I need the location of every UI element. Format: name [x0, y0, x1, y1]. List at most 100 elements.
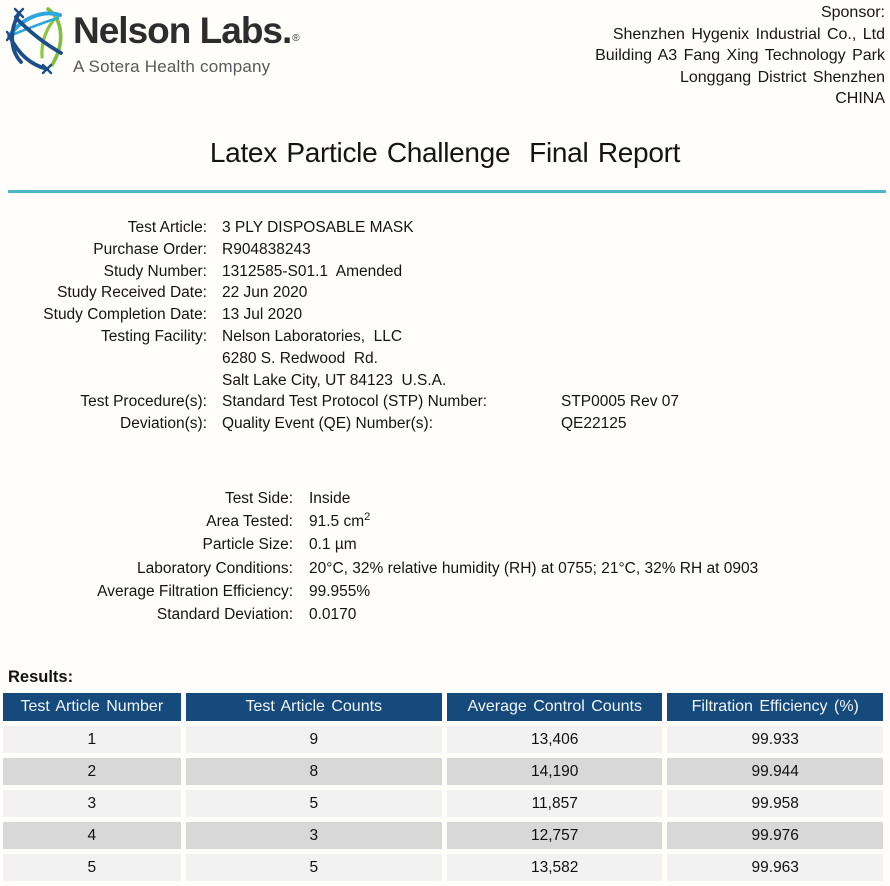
field-value: 99.955% — [309, 582, 371, 600]
table-row: 2 8 14,190 99.944 — [3, 758, 883, 785]
table-cell: 8 — [185, 758, 442, 785]
brand-name: Nelson Labs.® — [73, 10, 300, 51]
table-cell: 12,757 — [446, 822, 663, 849]
parameter-row: Laboratory Conditions: 20°C, 32% relativ… — [0, 557, 890, 580]
field-subvalue: 91.5 cm — [309, 513, 365, 531]
field-value: 91.5 cm2 — [309, 510, 890, 533]
table-cell: 1 — [3, 726, 181, 753]
study-info-row: Test Procedure(s): Standard Test Protoco… — [0, 391, 890, 413]
registered-mark: ® — [292, 33, 299, 44]
field-value: 13 Jul 2020 — [222, 306, 303, 324]
field-value: Inside — [309, 490, 351, 507]
table-row: 1 9 13,406 99.933 — [3, 726, 883, 753]
sponsor-block: Sponsor: Shenzhen Hygenix Industrial Co.… — [595, 2, 885, 110]
table-cell: 5 — [185, 854, 442, 881]
field-value: 20°C, 32% relative humidity (RH) at 0755… — [309, 559, 759, 577]
study-info-row: Study Completion Date: 13 Jul 2020 — [0, 304, 890, 326]
table-cell: 3 — [3, 790, 181, 817]
table-cell: 99.963 — [667, 854, 883, 881]
field-value: Nelson Laboratories, LLC — [222, 327, 403, 345]
nelson-labs-logo: Nelson Labs.® A Sotera Health company — [6, 6, 300, 77]
study-info-row: Test Article: 3 PLY DISPOSABLE MASK — [0, 217, 890, 239]
column-header: Average Control Counts — [446, 693, 663, 721]
sponsor-line: Building A3 Fang Xing Technology Park — [595, 47, 885, 65]
field-value: 0.1 µm — [309, 536, 357, 554]
globe-arcs-icon — [6, 7, 63, 75]
field-label: Average Filtration Efficiency: — [97, 582, 293, 600]
table-cell: 5 — [3, 854, 181, 881]
study-info-row: Deviation(s): Quality Event (QE) Number(… — [0, 413, 890, 435]
table-cell: 99.958 — [667, 790, 883, 817]
field-label: Deviation(s): — [120, 415, 207, 433]
test-parameters-section: Test Side: Inside Area Tested: 91.5 cm2 … — [0, 487, 890, 626]
table-cell: 99.933 — [667, 726, 883, 753]
field-value: 6280 S. Redwood Rd. — [222, 349, 378, 367]
field-value: R904838243 — [222, 240, 311, 258]
field-value: 22 Jun 2020 — [222, 284, 308, 302]
brand-tagline: A Sotera Health company — [73, 57, 271, 76]
results-table: Test Article Number Test Article Counts … — [0, 688, 888, 886]
field-label: Test Article: — [127, 219, 207, 236]
field-label: Laboratory Conditions: — [137, 559, 293, 577]
table-header-row: Test Article Number Test Article Counts … — [3, 693, 883, 721]
table-cell: 99.944 — [667, 758, 883, 785]
field-label: Area Tested: — [206, 513, 293, 531]
parameter-row: Particle Size: 0.1 µm — [0, 533, 890, 556]
table-cell: 13,582 — [446, 854, 663, 881]
parameter-row: Test Side: Inside — [0, 487, 890, 510]
field-label: Test Side: — [224, 490, 293, 507]
results-heading: Results: — [8, 668, 74, 686]
field-value: 1312585-S01.1 Amended — [222, 262, 403, 280]
table-cell: 5 — [185, 790, 442, 817]
field-subvalue: Standard Test Protocol (STP) Number: — [222, 393, 488, 411]
field-label: Study Number: — [103, 262, 207, 280]
title-divider — [8, 190, 886, 193]
column-header: Test Article Number — [3, 693, 181, 721]
logo-text: Nelson Labs.® A Sotera Health company — [73, 6, 300, 77]
study-info-row: Purchase Order: R904838243 — [0, 239, 890, 261]
column-header: Filtration Efficiency (%) — [667, 693, 883, 721]
table-cell: 4 — [3, 822, 181, 849]
field-value: Quality Event (QE) Number(s): QE22125 — [222, 413, 890, 435]
study-info-row: 6280 S. Redwood Rd. — [0, 348, 890, 370]
field-subvalue: Quality Event (QE) Number(s): — [222, 415, 434, 433]
table-cell: 99.976 — [667, 822, 883, 849]
field-label: Testing Facility: — [101, 327, 207, 345]
column-header: Test Article Counts — [185, 693, 442, 721]
table-row: 3 5 11,857 99.958 — [3, 790, 883, 817]
sponsor-label: Sponsor: — [820, 4, 885, 21]
brand-label: Nelson Labs. — [73, 10, 292, 51]
field-value: Standard Test Protocol (STP) Number: STP0… — [222, 391, 890, 413]
field-label: Study Completion Date: — [43, 306, 207, 324]
table-cell: 14,190 — [446, 758, 663, 785]
table-cell: 11,857 — [446, 790, 663, 817]
study-info-row: Study Received Date: 22 Jun 2020 — [0, 282, 890, 304]
study-info-row: Salt Lake City, UT 84123 U.S.A. — [0, 370, 890, 392]
parameter-row: Area Tested: 91.5 cm2 — [0, 510, 890, 533]
field-label — [0, 370, 207, 392]
table-cell: 9 — [185, 726, 442, 753]
sponsor-line: Longgang District Shenzhen — [679, 68, 885, 86]
field-label: Purchase Order: — [93, 240, 207, 258]
field-label: Particle Size: — [202, 536, 293, 554]
field-label: Standard Deviation: — [156, 606, 293, 624]
field-subvalue: QE22125 — [561, 415, 627, 433]
sponsor-line: Shenzhen Hygenix Industrial Co., Ltd — [612, 25, 885, 43]
report-title: Latex Particle Challenge Final Report — [209, 137, 681, 168]
table-cell: 3 — [185, 822, 442, 849]
table-cell: 13,406 — [446, 726, 663, 753]
table-cell: 2 — [3, 758, 181, 785]
table-row: 4 3 12,757 99.976 — [3, 822, 883, 849]
field-label: Study Received Date: — [57, 284, 207, 302]
field-value: Salt Lake City, UT 84123 U.S.A. — [222, 371, 447, 389]
field-value: 3 PLY DISPOSABLE MASK — [222, 219, 414, 236]
study-info-row: Testing Facility: Nelson Laboratories, L… — [0, 326, 890, 348]
sponsor-line: CHINA — [835, 90, 885, 108]
table-row: 5 5 13,582 99.963 — [3, 854, 883, 881]
field-label: Test Procedure(s): — [80, 393, 207, 411]
field-label — [0, 348, 207, 370]
parameter-row: Average Filtration Efficiency: 99.955% — [0, 580, 890, 603]
field-value: 0.0170 — [309, 606, 357, 624]
study-info-section: Test Article: 3 PLY DISPOSABLE MASK Purc… — [0, 217, 890, 435]
